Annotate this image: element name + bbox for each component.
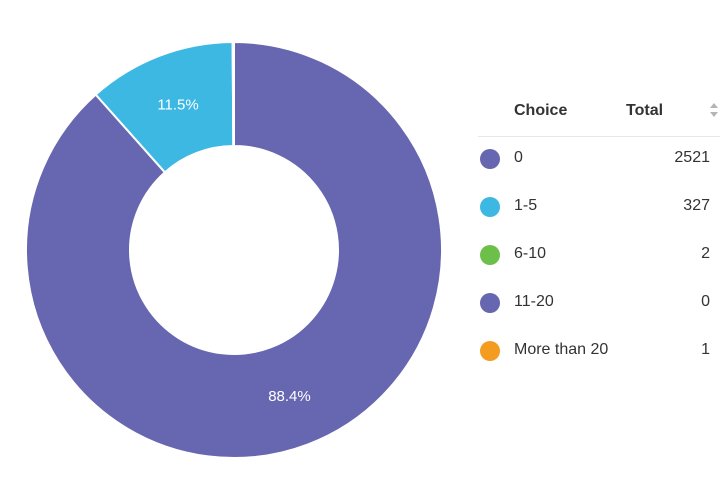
donut-chart: 88.4% 11.5%	[25, 40, 443, 459]
legend-label: 6-10	[514, 245, 547, 262]
legend-total: 2521	[674, 149, 710, 166]
legend-total: 1	[701, 341, 710, 358]
header-total[interactable]: Total	[626, 102, 664, 119]
legend-dot-1	[480, 197, 500, 217]
legend-row[interactable]: 6-10 2	[478, 233, 720, 281]
legend-label: 1-5	[514, 197, 538, 214]
legend-total: 327	[683, 197, 710, 214]
legend-header: Choice Total	[478, 88, 720, 137]
legend-row[interactable]: More than 20 1	[478, 329, 720, 377]
legend-row[interactable]: 11-20 0	[478, 281, 720, 329]
legend-label: 0	[514, 149, 523, 166]
donut-slice-0[interactable]	[25, 40, 443, 459]
legend-label: More than 20	[514, 341, 609, 358]
legend-row[interactable]: 0 2521	[478, 137, 720, 185]
legend-dot-3	[480, 293, 500, 313]
header-choice[interactable]: Choice	[514, 102, 568, 119]
legend-label: 11-20	[514, 293, 554, 310]
legend-dot-4	[480, 341, 500, 361]
legend-row[interactable]: 1-5 327	[478, 185, 720, 233]
legend-total: 0	[701, 293, 710, 310]
legend-table: Choice Total 0 2521 1-5 327 6-10 2 11-20…	[478, 88, 720, 377]
slice-label: 88.4%	[268, 388, 311, 405]
legend-dot-0	[480, 149, 500, 169]
legend-dot-2	[480, 245, 500, 265]
slice-label: 11.5%	[157, 96, 198, 113]
legend-total: 2	[701, 245, 710, 262]
sort-arrows-icon[interactable]	[708, 100, 720, 120]
